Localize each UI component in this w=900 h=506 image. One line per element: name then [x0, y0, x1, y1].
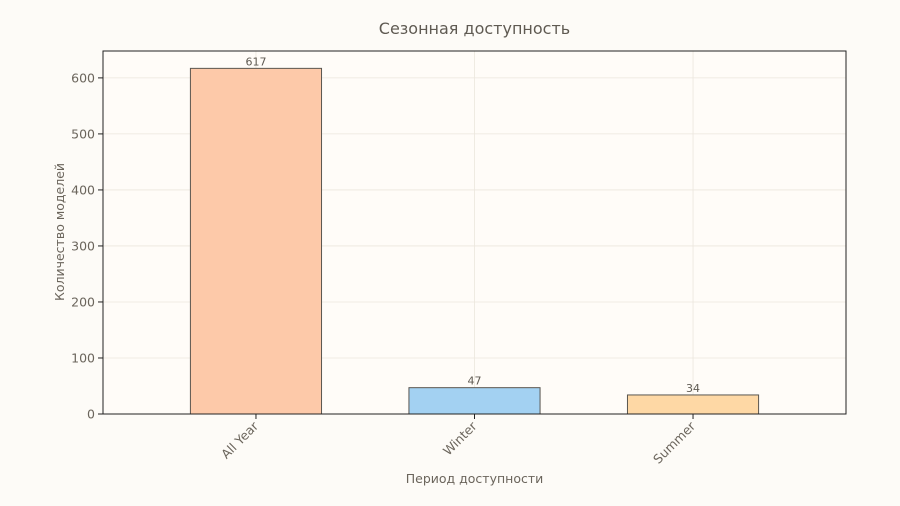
x-axis-label: Период доступности — [406, 471, 544, 486]
y-tick-label: 300 — [71, 238, 95, 253]
bar — [408, 387, 541, 415]
bar-value-label: 47 — [468, 375, 482, 388]
chart-title: Сезонная доступность — [379, 19, 570, 38]
y-tick-label: 400 — [71, 182, 95, 197]
y-axis-ticks: 0 100 200 300 400 500 600 — [71, 70, 103, 422]
value-labels: 617 47 34 — [245, 55, 700, 395]
bar-value-label: 617 — [245, 55, 266, 68]
bars — [189, 67, 760, 415]
bar — [626, 394, 760, 415]
y-axis-label: Количество моделей — [52, 163, 67, 301]
y-tick-label: 0 — [87, 407, 95, 422]
y-tick-label: 600 — [71, 70, 95, 85]
y-tick-label: 200 — [71, 294, 95, 309]
bar — [189, 67, 323, 415]
bar-value-label: 34 — [686, 382, 700, 395]
y-tick-label: 100 — [71, 350, 95, 365]
y-tick-label: 500 — [71, 126, 95, 141]
